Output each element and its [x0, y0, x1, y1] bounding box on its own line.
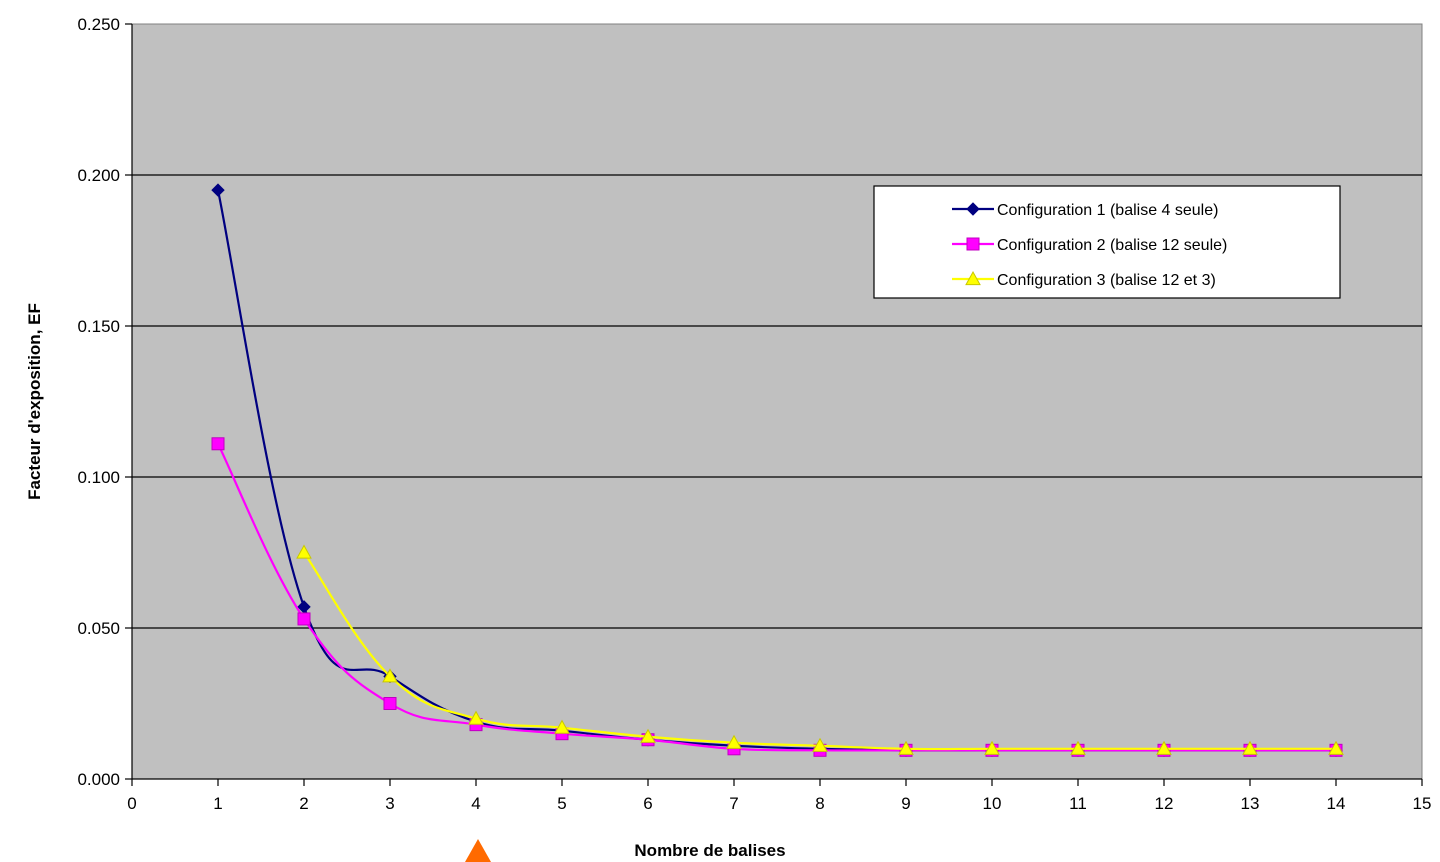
x-tick-label: 2: [299, 794, 308, 813]
data-point: [211, 183, 225, 197]
x-tick-label: 14: [1327, 794, 1346, 813]
x-tick-label: 13: [1241, 794, 1260, 813]
y-tick-label: 0.000: [77, 770, 120, 789]
x-tick-label: 4: [471, 794, 480, 813]
gridlines: [132, 174, 1422, 629]
x-tick-label: 5: [557, 794, 566, 813]
plot-area: [131, 23, 1423, 780]
x-tick-label: 15: [1413, 794, 1432, 813]
legend-marker: [966, 202, 980, 216]
legend-marker: [965, 270, 981, 286]
data-point: [554, 719, 570, 734]
y-tick-label: 0.100: [77, 468, 120, 487]
y-tick-label: 0.150: [77, 317, 120, 336]
data-point: [383, 697, 397, 710]
data-point: [984, 740, 1000, 755]
data-point: [1156, 740, 1172, 755]
series-3: [296, 544, 1344, 755]
x-tick-label: 6: [643, 794, 652, 813]
data-point: [1242, 740, 1258, 755]
x-tick-label: 10: [983, 794, 1002, 813]
data-point: [726, 734, 742, 749]
series-layer: [211, 183, 1344, 758]
legend-label: Configuration 3 (balise 12 et 3): [997, 272, 1216, 289]
data-point: [296, 544, 312, 559]
data-point: [1070, 740, 1086, 755]
y-tick-label: 0.250: [77, 15, 120, 34]
data-point: [297, 612, 311, 626]
x-tick-label: 1: [213, 794, 222, 813]
x-tick-label: 9: [901, 794, 910, 813]
legend-box: [873, 185, 1341, 299]
x-tick-label: 8: [815, 794, 824, 813]
highlight-triangle-marker: [465, 839, 491, 862]
y-axis-title: Facteur d'exposition, EF: [25, 303, 44, 500]
x-axis-title: Nombre de balises: [634, 841, 785, 860]
data-point: [1328, 740, 1344, 755]
legend-label: Configuration 2 (balise 12 seule): [997, 237, 1227, 254]
data-point: [640, 728, 656, 743]
annotations: [465, 839, 491, 862]
x-tick-label: 0: [127, 794, 136, 813]
data-point: [468, 710, 484, 725]
legend: Configuration 1 (balise 4 seule) Configur…: [873, 185, 1341, 299]
y-tick-label: 0.200: [77, 166, 120, 185]
x-tick-label: 11: [1069, 794, 1087, 813]
data-point: [211, 437, 225, 451]
y-tick-label: 0.050: [77, 619, 120, 638]
legend-label: Configuration 1 (balise 4 seule): [997, 202, 1218, 219]
data-point: [382, 668, 398, 683]
series-line-2: [217, 443, 1336, 752]
data-point: [898, 740, 914, 755]
legend-marker: [966, 237, 980, 251]
data-point: [812, 737, 828, 752]
x-tick-label: 3: [385, 794, 394, 813]
x-tick-label: 12: [1155, 794, 1174, 813]
x-tick-label: 7: [729, 794, 738, 813]
